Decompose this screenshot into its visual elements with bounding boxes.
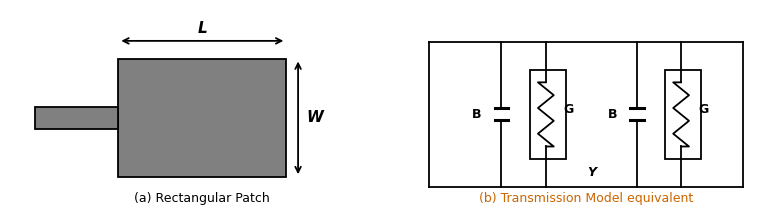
Bar bbox=[530, 70, 565, 159]
Text: B: B bbox=[472, 108, 482, 121]
Text: L: L bbox=[197, 21, 207, 36]
Bar bbox=[665, 70, 701, 159]
Text: G: G bbox=[564, 103, 574, 116]
Text: W: W bbox=[306, 110, 323, 125]
Bar bbox=[34, 107, 118, 129]
Text: B: B bbox=[607, 108, 617, 121]
Bar bbox=[118, 59, 287, 177]
Text: (a) Rectangular Patch: (a) Rectangular Patch bbox=[134, 192, 271, 205]
Text: Y: Y bbox=[587, 166, 596, 179]
Text: G: G bbox=[699, 103, 709, 116]
Text: (b) Transmission Model equivalent: (b) Transmission Model equivalent bbox=[479, 192, 693, 205]
